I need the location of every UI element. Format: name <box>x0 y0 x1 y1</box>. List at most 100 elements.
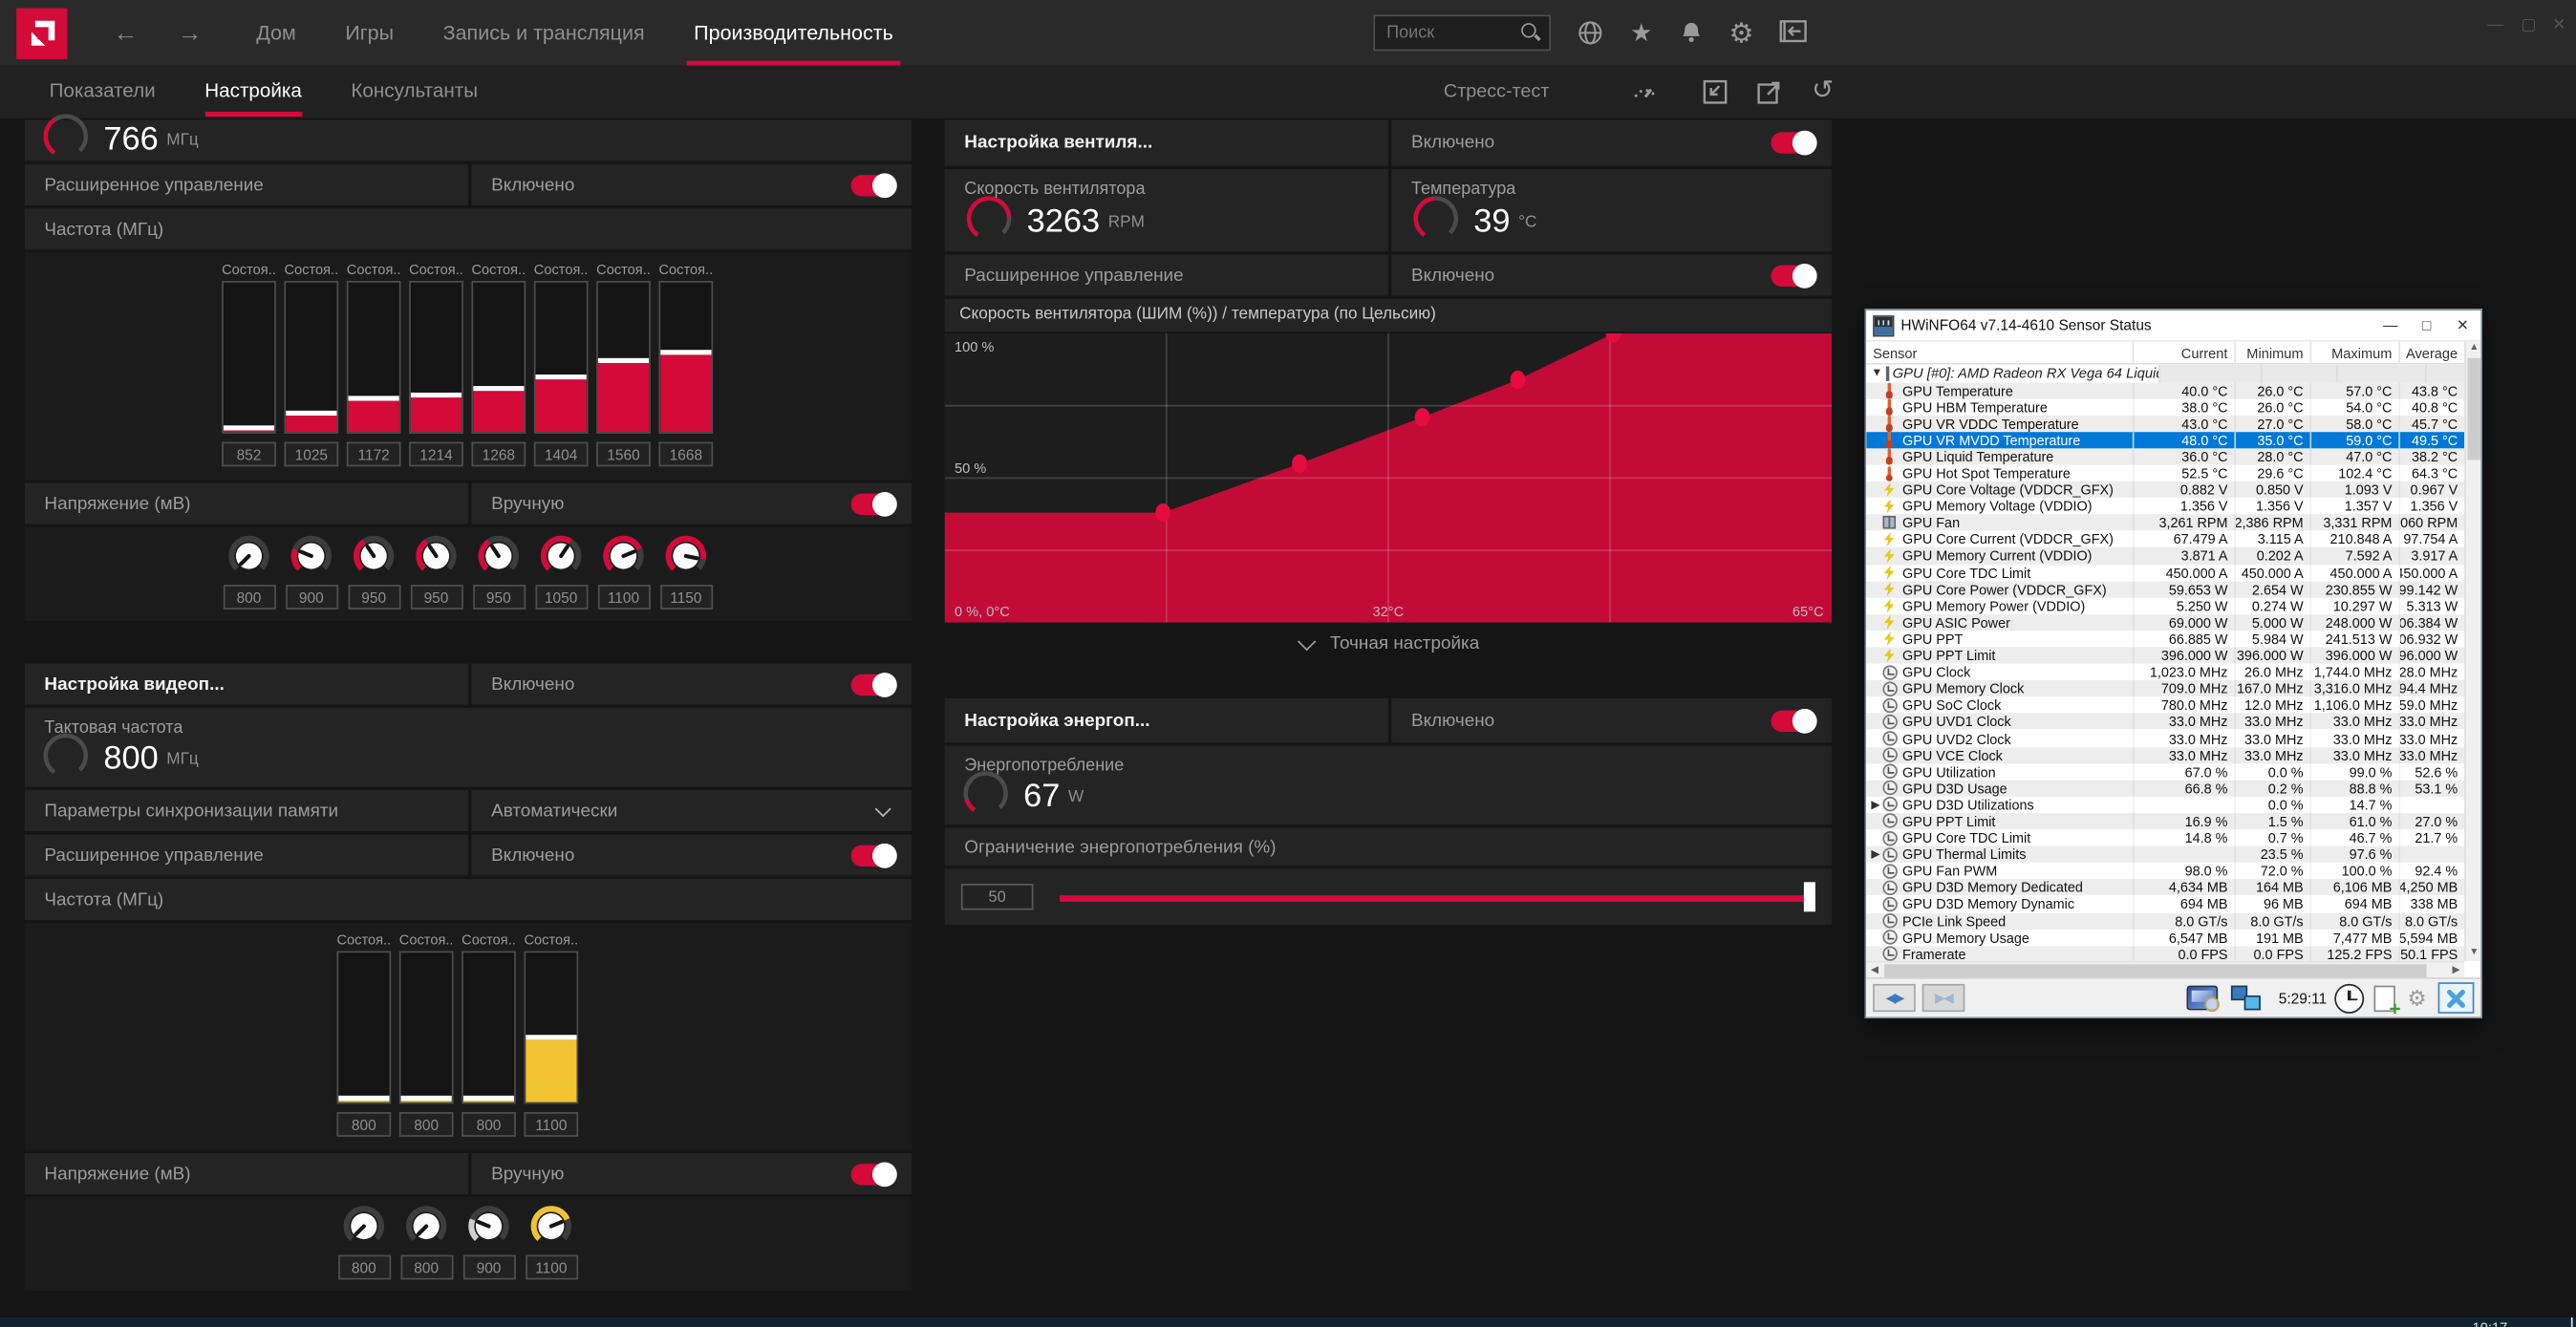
voltage-knob[interactable]: 800 <box>336 1204 391 1280</box>
sensor-row[interactable]: GPU Temperature 40.0 °C 26.0 °C 57.0 °C 43.8… <box>1866 381 2465 399</box>
state-value-box[interactable]: 852 <box>222 441 276 467</box>
sensor-row[interactable]: GPU Utilization 67.0 % 0.0 % 99.0 % 52.6 % <box>1866 762 2465 781</box>
knob-value-box[interactable]: 950 <box>472 585 526 610</box>
state-bar[interactable] <box>658 281 714 434</box>
sensor-row[interactable]: Framerate 0.0 FPS 0.0 FPS 125.2 FPS 50.1 FPS <box>1866 945 2465 963</box>
app-minimize-icon[interactable]: — <box>2487 16 2504 35</box>
knob-value-box[interactable]: 1100 <box>525 1254 578 1280</box>
state-value-box[interactable]: 1668 <box>658 441 714 467</box>
sensor-row[interactable]: GPU HBM Temperature 38.0 °C 26.0 °C 54.0 °C… <box>1866 398 2465 416</box>
voltage-knob[interactable]: 900 <box>462 1204 516 1280</box>
sensor-row[interactable]: GPU Core TDC Limit 450.000 A 450.000 A 450.… <box>1866 564 2465 582</box>
state-value-box[interactable]: 1172 <box>346 441 401 467</box>
gpu-voltage-toggle[interactable] <box>850 491 897 516</box>
fan-toggle[interactable] <box>1771 130 1817 156</box>
minimize-icon[interactable]: — <box>2382 315 2398 333</box>
state-bar[interactable] <box>284 281 339 434</box>
collapse-columns-button[interactable]: ▶◀ <box>1921 983 1965 1013</box>
knob-value-box[interactable]: 950 <box>409 585 463 610</box>
bell-icon[interactable] <box>1676 20 1706 50</box>
voltage-knob[interactable]: 900 <box>284 534 338 610</box>
sensor-row[interactable]: GPU Memory Power (VDDIO) 5.250 W 0.274 W 10… <box>1866 597 2465 614</box>
stress-gauge-icon[interactable] <box>1631 79 1659 107</box>
horizontal-scrollbar[interactable]: ◀ ▶ <box>1866 960 2465 978</box>
state-value-box[interactable]: 1025 <box>284 441 339 467</box>
chevron-down-icon[interactable] <box>874 801 891 818</box>
power-toggle[interactable] <box>1771 708 1817 733</box>
vram-advanced-toggle[interactable] <box>850 843 897 867</box>
state-bar[interactable] <box>346 281 401 434</box>
close-sensors-button[interactable] <box>2437 982 2475 1014</box>
app-close-icon[interactable]: ✕ <box>2552 16 2566 35</box>
hwinfo-title-bar[interactable]: HWiNFO64 v7.14-4610 Sensor Status — □ ✕ <box>1866 310 2481 342</box>
state-value-box[interactable]: 800 <box>398 1112 454 1137</box>
column-maximum[interactable]: Maximum <box>2309 341 2398 363</box>
fan-curve-chart[interactable]: 100 % 50 % 0 %, 0°C 32°C 65°C <box>944 333 1833 623</box>
knob-value-box[interactable]: 1150 <box>659 585 713 610</box>
scroll-down-icon[interactable]: ▼ <box>2469 948 2479 958</box>
column-sensor[interactable]: Sensor <box>1873 344 1918 361</box>
taskbar[interactable]: 10:17 <box>0 1316 2576 1327</box>
sub-tab-2[interactable]: Консультанты <box>351 78 479 102</box>
voltage-knob[interactable]: 950 <box>409 534 463 610</box>
voltage-knob[interactable]: 800 <box>399 1204 454 1280</box>
vram-toggle[interactable] <box>850 672 897 697</box>
scrollbar-thumb[interactable] <box>2467 357 2481 460</box>
maximize-icon[interactable]: □ <box>2421 315 2432 333</box>
state-bar[interactable] <box>336 951 392 1104</box>
app-maximize-icon[interactable]: ▢ <box>2521 16 2537 35</box>
collapse-chevron-icon[interactable]: ▼ <box>1871 367 1883 379</box>
fine-tuning-expander[interactable]: Точная настройка <box>945 626 1832 662</box>
knob-value-box[interactable]: 900 <box>285 585 338 610</box>
scroll-right-icon[interactable]: ▶ <box>2452 966 2460 976</box>
knob-value-box[interactable]: 1050 <box>534 585 588 610</box>
state-value-box[interactable]: 1404 <box>533 441 589 467</box>
voltage-knob[interactable]: 950 <box>347 534 401 610</box>
scrollbar-thumb[interactable] <box>1884 964 2427 978</box>
sensor-row[interactable]: GPU Hot Spot Temperature 52.5 °C 29.6 °C 10… <box>1866 464 2465 482</box>
state-bar[interactable] <box>524 951 579 1104</box>
sensor-row[interactable]: ▶ GPU D3D Utilizations 0.0 % 14.7 % <box>1866 796 2465 813</box>
sensor-row[interactable]: GPU Memory Current (VDDIO) 3.871 A 0.202 A… <box>1866 547 2465 565</box>
vram-voltage-toggle[interactable] <box>850 1161 897 1187</box>
fan-curve-point[interactable] <box>1605 333 1621 343</box>
search-icon[interactable] <box>1519 21 1542 44</box>
sensor-row[interactable]: GPU Core Power (VDDCR_GFX) 59.653 W 2.654 … <box>1866 581 2465 598</box>
sensor-row[interactable]: GPU Memory Clock 709.0 MHz 167.0 MHz 3,316.… <box>1866 680 2465 697</box>
vertical-scrollbar[interactable]: ▲ ▼ <box>2464 341 2481 961</box>
gpu-advanced-toggle[interactable] <box>850 172 897 198</box>
state-value-box[interactable]: 1100 <box>524 1112 579 1137</box>
sensor-row[interactable]: GPU D3D Memory Dedicated 4,634 MB 164 MB 6,… <box>1866 879 2465 896</box>
voltage-knob[interactable]: 1150 <box>658 534 713 610</box>
state-value-box[interactable]: 1560 <box>596 441 651 467</box>
state-bar[interactable] <box>409 281 463 434</box>
sensor-row[interactable]: GPU VR VDDC Temperature 43.0 °C 27.0 °C 58.… <box>1866 415 2465 432</box>
search-box[interactable] <box>1373 14 1552 52</box>
sensor-row[interactable]: GPU UVD1 Clock 33.0 MHz 33.0 MHz 33.0 MHz 33… <box>1866 713 2465 731</box>
sub-tab-0[interactable]: Показатели <box>49 78 156 102</box>
top-tab-1[interactable]: Игры <box>345 21 395 45</box>
sensor-row[interactable]: GPU Memory Voltage (VDDIO) 1.356 V 1.356 V… <box>1866 498 2465 515</box>
knob-value-box[interactable]: 800 <box>222 585 275 610</box>
sensor-row[interactable]: PCIe Link Speed 8.0 GT/s 8.0 GT/s 8.0 GT/s 8… <box>1866 912 2465 930</box>
stress-test-label[interactable]: Стресс-тест <box>1443 81 1550 102</box>
search-input[interactable] <box>1375 23 1520 43</box>
sensor-row[interactable]: GPU Fan PWM 98.0 % 72.0 % 100.0 % 92.4 % <box>1866 863 2465 880</box>
fan-curve-point[interactable] <box>1155 503 1171 523</box>
expand-columns-button[interactable]: ◀▶ <box>1873 983 1916 1013</box>
fan-curve-point[interactable] <box>1292 454 1308 473</box>
logging-button[interactable] <box>2374 984 2401 1019</box>
knob-value-box[interactable]: 1100 <box>596 585 651 610</box>
settings-gear-icon[interactable]: ⚙ <box>2407 984 2427 1010</box>
knob-value-box[interactable]: 950 <box>347 585 400 610</box>
sensor-row[interactable]: GPU Core TDC Limit 14.8 % 0.7 % 46.7 % 21.7 … <box>1866 829 2465 846</box>
voltage-knob[interactable]: 1050 <box>534 534 589 610</box>
state-value-box[interactable]: 1214 <box>409 441 463 467</box>
amd-logo[interactable] <box>16 7 68 59</box>
fan-advanced-toggle[interactable] <box>1771 263 1817 288</box>
collapse-to-tray-icon[interactable] <box>1777 20 1807 50</box>
